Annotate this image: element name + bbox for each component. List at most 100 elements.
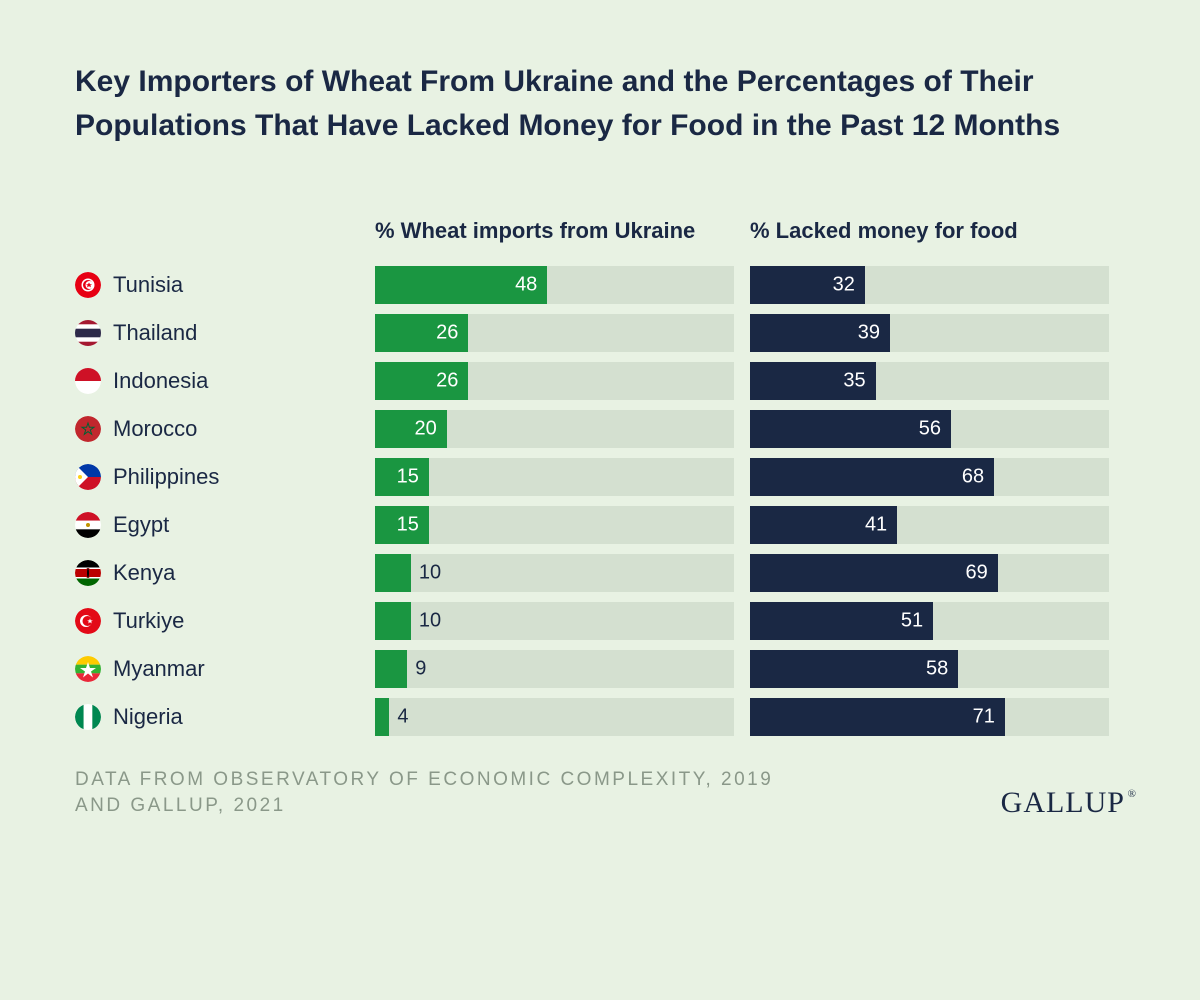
table-row: Myanmar 9 58 [75, 649, 1125, 689]
wheat-bar-track: 10 [375, 554, 734, 592]
food-bar: 56 [750, 410, 951, 448]
country-name: Kenya [113, 560, 175, 586]
table-row: Indonesia 26 35 [75, 361, 1125, 401]
wheat-bar-track: 10 [375, 602, 734, 640]
food-bar-track: 41 [750, 506, 1109, 544]
wheat-bar-value: 15 [397, 513, 419, 536]
food-bar-track: 69 [750, 554, 1109, 592]
table-row: Tunisia 48 32 [75, 265, 1125, 305]
brand-logo: GALLUP [1001, 786, 1125, 820]
country-label: Kenya [75, 560, 375, 586]
wheat-bar-track: 15 [375, 506, 734, 544]
country-label: Tunisia [75, 272, 375, 298]
food-bar-track: 68 [750, 458, 1109, 496]
wheat-bar-track: 26 [375, 362, 734, 400]
table-row: Nigeria 4 71 [75, 697, 1125, 737]
country-name: Tunisia [113, 272, 183, 298]
country-name: Philippines [113, 464, 219, 490]
food-bar-value: 69 [965, 561, 987, 584]
flag-icon [75, 320, 101, 346]
wheat-bar [375, 602, 411, 640]
wheat-bar-value: 26 [436, 321, 458, 344]
flag-icon [75, 608, 101, 634]
wheat-bar: 15 [375, 506, 429, 544]
country-name: Thailand [113, 320, 197, 346]
flag-icon [75, 656, 101, 682]
wheat-bar-track: 9 [375, 650, 734, 688]
table-row: Egypt 15 41 [75, 505, 1125, 545]
food-bar-value: 56 [919, 417, 941, 440]
flag-icon [75, 560, 101, 586]
country-label: Indonesia [75, 368, 375, 394]
food-bar-track: 39 [750, 314, 1109, 352]
food-bar-value: 41 [865, 513, 887, 536]
flag-icon [75, 272, 101, 298]
wheat-bar-value: 20 [415, 417, 437, 440]
table-row: Morocco 20 56 [75, 409, 1125, 449]
country-label: Philippines [75, 464, 375, 490]
flag-icon [75, 368, 101, 394]
country-label: Nigeria [75, 704, 375, 730]
food-bar: 41 [750, 506, 897, 544]
food-bar-track: 56 [750, 410, 1109, 448]
food-bar: 51 [750, 602, 933, 640]
food-bar-track: 71 [750, 698, 1109, 736]
wheat-bar [375, 650, 407, 688]
food-bar: 32 [750, 266, 865, 304]
country-name: Indonesia [113, 368, 208, 394]
food-bar-track: 58 [750, 650, 1109, 688]
country-label: Turkiye [75, 608, 375, 634]
column-header-row: % Wheat imports from Ukraine % Lacked mo… [75, 217, 1125, 255]
source-text: DATA FROM OBSERVATORY OF ECONOMIC COMPLE… [75, 767, 795, 820]
wheat-bar [375, 698, 389, 736]
wheat-bar [375, 554, 411, 592]
wheat-bar: 20 [375, 410, 447, 448]
chart-footer: DATA FROM OBSERVATORY OF ECONOMIC COMPLE… [75, 767, 1125, 820]
food-bar-track: 51 [750, 602, 1109, 640]
table-row: Philippines 15 68 [75, 457, 1125, 497]
wheat-bar-value: 26 [436, 369, 458, 392]
food-bar: 35 [750, 362, 876, 400]
wheat-bar-value: 48 [515, 273, 537, 296]
country-name: Egypt [113, 512, 169, 538]
country-label: Egypt [75, 512, 375, 538]
food-bar: 71 [750, 698, 1005, 736]
wheat-bar-value: 9 [415, 657, 426, 680]
wheat-bar-track: 4 [375, 698, 734, 736]
flag-icon [75, 416, 101, 442]
food-bar-value: 58 [926, 657, 948, 680]
wheat-bar-track: 26 [375, 314, 734, 352]
food-bar: 58 [750, 650, 958, 688]
country-name: Nigeria [113, 704, 183, 730]
flag-icon [75, 464, 101, 490]
food-bar-track: 35 [750, 362, 1109, 400]
food-bar-value: 39 [858, 321, 880, 344]
food-bar-value: 51 [901, 609, 923, 632]
wheat-bar-value: 10 [419, 561, 441, 584]
country-name: Morocco [113, 416, 197, 442]
flag-icon [75, 512, 101, 538]
wheat-bar: 48 [375, 266, 547, 304]
country-name: Myanmar [113, 656, 205, 682]
wheat-bar-track: 20 [375, 410, 734, 448]
wheat-bar-value: 4 [397, 705, 408, 728]
wheat-bar: 15 [375, 458, 429, 496]
col-header-wheat: % Wheat imports from Ukraine [375, 217, 750, 255]
food-bar: 69 [750, 554, 998, 592]
wheat-bar: 26 [375, 362, 468, 400]
wheat-bar-value: 10 [419, 609, 441, 632]
col-header-food: % Lacked money for food [750, 217, 1125, 255]
flag-icon [75, 704, 101, 730]
food-bar-value: 71 [973, 705, 995, 728]
table-row: Thailand 26 39 [75, 313, 1125, 353]
food-bar-track: 32 [750, 266, 1109, 304]
paired-bar-chart: % Wheat imports from Ukraine % Lacked mo… [75, 217, 1125, 737]
wheat-bar-track: 48 [375, 266, 734, 304]
food-bar-value: 68 [962, 465, 984, 488]
wheat-bar-track: 15 [375, 458, 734, 496]
food-bar: 39 [750, 314, 890, 352]
table-row: Kenya 10 69 [75, 553, 1125, 593]
country-label: Morocco [75, 416, 375, 442]
chart-title: Key Importers of Wheat From Ukraine and … [75, 60, 1125, 147]
country-label: Myanmar [75, 656, 375, 682]
